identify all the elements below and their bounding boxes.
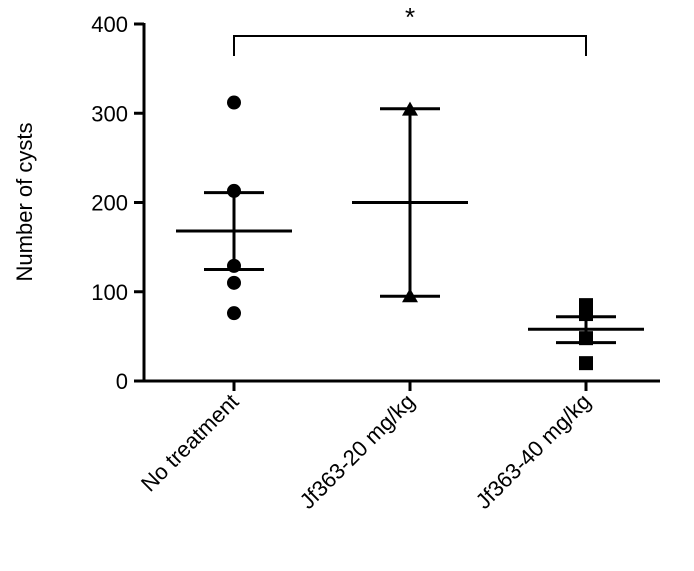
data-point-triangle (402, 101, 418, 116)
data-point-square (579, 307, 593, 322)
bracket-line (233, 35, 587, 56)
y-tick-label: 100 (91, 280, 128, 305)
data-point-circle (227, 275, 241, 290)
significance-label: * (405, 2, 415, 32)
y-tick-label: 200 (91, 191, 128, 216)
data-point-triangle (402, 288, 418, 303)
data-point-square (579, 356, 593, 371)
group-1 (176, 95, 292, 321)
x-tick-label: Jf363-40 mg/kg (471, 389, 596, 514)
data-point-circle (227, 258, 241, 273)
x-tick-label: No treatment (136, 389, 244, 497)
data-point-circle (227, 306, 241, 321)
data-point-square (579, 331, 593, 346)
y-tick-label: 300 (91, 101, 128, 126)
significance-bracket: * (233, 2, 587, 56)
data-marks: * (176, 2, 644, 371)
y-tick-label: 400 (91, 12, 128, 37)
data-point-circle (227, 95, 241, 110)
axes: 0 100 200 300 400 No treatment Jf363-20 mg/kg J… (91, 12, 660, 514)
group-3 (528, 298, 644, 371)
x-tick-label: Jf363-20 mg/kg (295, 389, 420, 514)
y-axis-title: Number of cysts (12, 123, 37, 282)
data-point-circle (227, 183, 241, 198)
group-2 (352, 101, 468, 303)
y-tick-label: 0 (116, 369, 128, 394)
